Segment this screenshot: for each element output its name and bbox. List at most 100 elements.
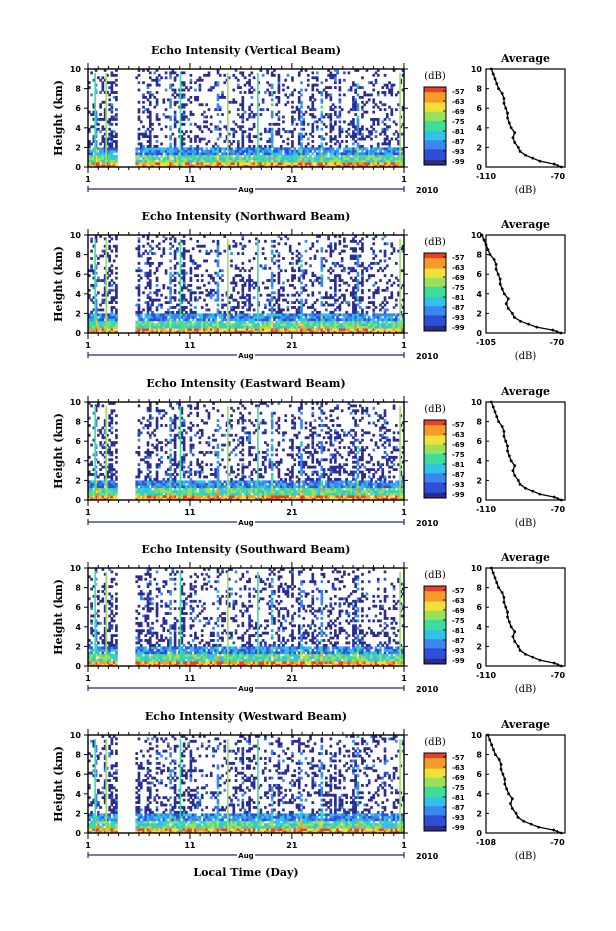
heatmap-cell	[160, 149, 163, 153]
heatmap-cell	[315, 120, 319, 124]
heatmap-cell	[361, 105, 364, 109]
heatmap-cell	[383, 132, 387, 136]
heatmap-cell	[99, 443, 102, 447]
heatmap-cell	[356, 69, 360, 72]
heatmap-cell	[356, 313, 360, 317]
heatmap-cell	[196, 286, 199, 290]
heatmap-cell	[178, 313, 181, 317]
heatmap-cell	[311, 100, 315, 104]
heatmap-cell	[352, 239, 355, 243]
heatmap-cell	[169, 144, 172, 148]
heatmap-cell	[241, 162, 245, 165]
heatmap-cell	[157, 303, 161, 307]
heatmap-cell	[334, 274, 337, 278]
heatmap-cell	[383, 140, 387, 143]
heatmap-cell	[157, 162, 161, 165]
heatmap-cell	[135, 152, 139, 156]
heatmap-cell	[297, 308, 301, 312]
heatmap-cell	[110, 71, 114, 75]
average-profile-point	[507, 121, 511, 125]
heatmap-cell	[92, 105, 96, 109]
heatmap-cell	[325, 78, 328, 82]
colorbar-segment	[424, 315, 446, 318]
heatmap-cell	[216, 284, 220, 287]
colorbar-segment	[424, 263, 446, 266]
heatmap-cell	[300, 149, 303, 153]
heatmap-cell	[336, 325, 339, 329]
heatmap-cell	[178, 303, 181, 307]
heatmap-cell	[311, 306, 315, 309]
heatmap-cell	[376, 159, 380, 163]
heatmap-cell	[295, 330, 299, 334]
heatmap-cell	[180, 298, 184, 302]
heatmap-cell	[108, 320, 111, 324]
heatmap-cell	[349, 320, 353, 324]
heatmap-cell	[101, 154, 105, 158]
heatmap-cell	[108, 159, 111, 163]
heatmap-cell	[300, 122, 303, 126]
heatmap-cell	[336, 274, 339, 278]
heatmap-cell	[106, 482, 109, 486]
heatmap-cell	[176, 162, 179, 165]
heatmap-cell	[248, 147, 251, 151]
heatmap-cell	[216, 291, 220, 295]
heatmap-cell	[110, 306, 114, 309]
plot-frame	[87, 234, 405, 334]
heatmap-cell	[297, 301, 301, 304]
heatmap-cell	[108, 416, 111, 420]
heatmap-cell	[293, 320, 297, 324]
heatmap-cell	[401, 88, 405, 92]
heatmap-cell	[216, 242, 220, 246]
heatmap-cell	[88, 463, 91, 467]
heatmap-cell	[241, 301, 245, 304]
heatmap-cell	[286, 301, 290, 304]
heatmap-cell	[354, 98, 357, 102]
heatmap-cell	[336, 320, 339, 324]
heatmap-cell	[230, 159, 233, 163]
heatmap-cell	[173, 276, 177, 280]
colorbar-segment	[424, 284, 446, 286]
heatmap-cell	[270, 320, 274, 324]
x-tick-label: 11	[184, 175, 196, 184]
heatmap-cell	[291, 323, 294, 327]
heatmap-cell	[270, 103, 274, 107]
heatmap-cell	[115, 118, 118, 121]
heatmap-cell	[173, 288, 177, 292]
heatmap-cell	[169, 271, 172, 275]
heatmap-cell	[347, 303, 351, 307]
heatmap-cell	[264, 239, 267, 243]
heatmap-cell	[352, 98, 355, 102]
heatmap-cell	[227, 310, 231, 314]
heatmap-cell	[388, 315, 391, 319]
heatmap-cell	[241, 266, 245, 270]
heatmap-cell	[304, 239, 308, 243]
heatmap-cell	[392, 83, 396, 87]
heatmap-cell	[171, 159, 175, 163]
heatmap-cell	[311, 105, 315, 109]
heatmap-cell	[112, 490, 116, 494]
heatmap-cell	[325, 159, 328, 163]
heatmap	[88, 69, 405, 168]
heatmap-cell	[157, 330, 161, 334]
heatmap-cell	[162, 159, 166, 163]
heatmap-cell	[205, 315, 209, 319]
heatmap-cell	[343, 78, 346, 82]
heatmap-cell	[135, 330, 139, 334]
heatmap-cell	[252, 152, 256, 156]
heatmap-cell	[370, 328, 373, 331]
heatmap-cell	[345, 159, 348, 163]
heatmap-cell	[367, 98, 371, 102]
heatmap-cell	[236, 306, 240, 309]
heatmap-cell	[160, 293, 163, 297]
heatmap-cell	[248, 259, 251, 263]
heatmap-cell	[171, 330, 175, 334]
heatmap-cell	[311, 83, 315, 87]
heatmap-cell	[187, 249, 190, 253]
heatmap-cell	[90, 318, 93, 322]
heatmap-cell	[200, 154, 204, 158]
heatmap-cell	[176, 164, 179, 168]
heatmap-cell	[148, 140, 152, 143]
heatmap-cell	[99, 441, 102, 445]
heatmap-cell	[169, 259, 172, 263]
heatmap-cell	[205, 162, 209, 165]
